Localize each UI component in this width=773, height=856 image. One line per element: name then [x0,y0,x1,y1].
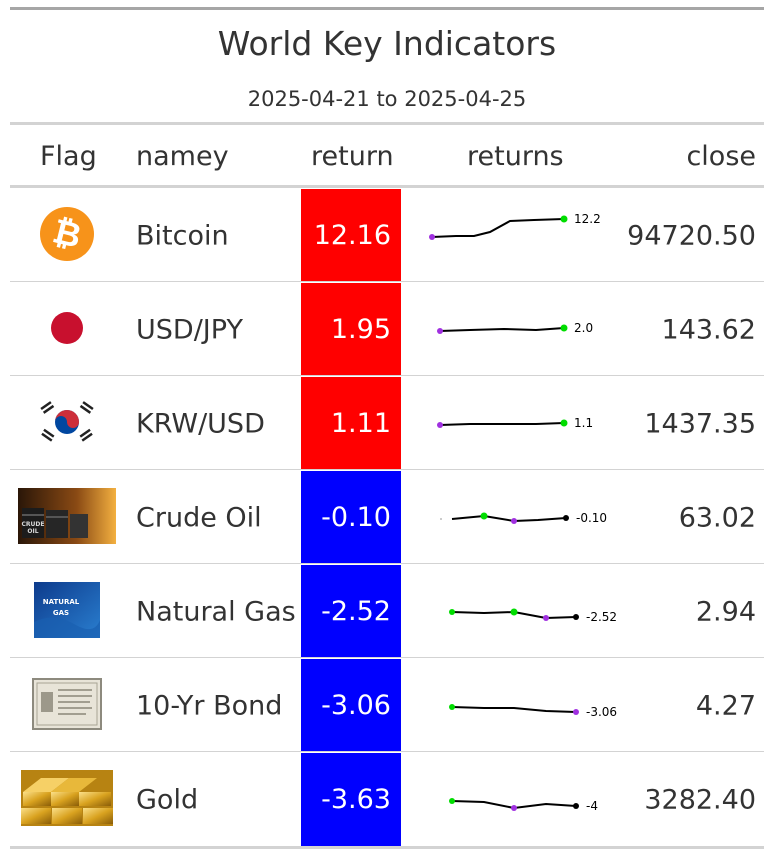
sparkline-end-label: -4 [586,799,598,813]
row-divider [10,751,764,752]
row-divider [10,469,764,470]
japan-flag-icon [47,308,87,352]
row-divider [10,657,764,658]
table-top-rule [10,7,764,10]
return-cell: 1.95 [301,283,401,376]
return-cell: -2.52 [301,565,401,658]
close-value: 4.27 [695,690,756,721]
asset-name: 10-Yr Bond [136,690,283,721]
svg-text:OIL: OIL [27,528,38,535]
close-value: 94720.50 [627,220,756,251]
returns-sparkline: 1.1 [437,416,593,430]
table-row: KRW/USD 1.11 1.1 1437.35 [10,377,764,470]
column-header-return[interactable]: return [311,141,394,172]
table-row: ₿ Bitcoin 12.16 12.2 94720.50 [10,189,764,282]
returns-sparkline: -3.06 [449,704,617,719]
table-title: World Key Indicators [217,24,557,63]
bitcoin-icon: ₿ [39,206,95,266]
sparkline-end-label: -0.10 [576,511,607,525]
svg-text:NATURAL: NATURAL [43,598,80,606]
close-value: 2.94 [695,596,756,627]
sparkline-end-label: 2.0 [574,321,593,335]
returns-sparkline: 12.2 [429,212,601,240]
svg-text:GAS: GAS [53,609,69,617]
sparkline-end-label: 1.1 [574,416,593,430]
asset-name: KRW/USD [136,408,265,439]
returns-sparkline: -2.52 [449,608,617,624]
header-top-rule [10,122,764,125]
table-row: 10-Yr Bond -3.06 -3.06 4.27 [10,659,764,752]
close-value: 1437.35 [644,408,756,439]
table-subtitle: 2025-04-21 to 2025-04-25 [247,87,527,111]
returns-sparkline: -4 [449,798,598,813]
column-header-returns[interactable]: returns [467,141,564,172]
return-cell: -0.10 [301,471,401,564]
column-header-close[interactable]: close [686,141,756,172]
natural-gas-image: NATURAL GAS [34,581,100,642]
table-row: CRUDE OIL Crude Oil -0.10 -0.10 63.02 [10,471,764,564]
table-row: USD/JPY 1.95 2.0 143.62 [10,283,764,376]
asset-name: Crude Oil [136,502,262,533]
table-row: NATURAL GAS Natural Gas -2.52 -2.52 2.94 [10,565,764,658]
return-cell: -3.06 [301,659,401,752]
svg-text:CRUDE: CRUDE [22,521,45,528]
column-header-name[interactable]: namey [136,141,229,172]
row-divider [10,375,764,376]
return-cell: 1.11 [301,377,401,470]
asset-name: Bitcoin [136,220,229,251]
gold-bars-image [21,769,113,830]
sparkline-end-label: -3.06 [586,705,617,719]
return-cell: 12.16 [301,189,401,282]
sparkline-end-label: -2.52 [586,610,617,624]
table-bottom-rule [10,846,764,849]
return-cell: -3.63 [301,753,401,846]
returns-sparkline: -0.10 [440,511,607,525]
row-divider [10,281,764,282]
asset-name: Gold [136,784,199,815]
close-value: 63.02 [678,502,756,533]
table-row: Gold -3.63 -4 3282.40 [10,753,764,846]
sparkline-end-label: 12.2 [574,212,601,226]
asset-name: Natural Gas [136,596,296,627]
crude-oil-image: CRUDE OIL [18,487,116,548]
bond-certificate-image [32,676,102,736]
close-value: 143.62 [661,314,756,345]
close-value: 3282.40 [644,784,756,815]
header-bottom-rule [10,185,764,188]
asset-name: USD/JPY [136,314,243,345]
korea-flag-icon [35,395,99,453]
returns-sparkline: 2.0 [437,321,593,335]
row-divider [10,563,764,564]
column-header-flag[interactable]: Flag [40,141,97,172]
